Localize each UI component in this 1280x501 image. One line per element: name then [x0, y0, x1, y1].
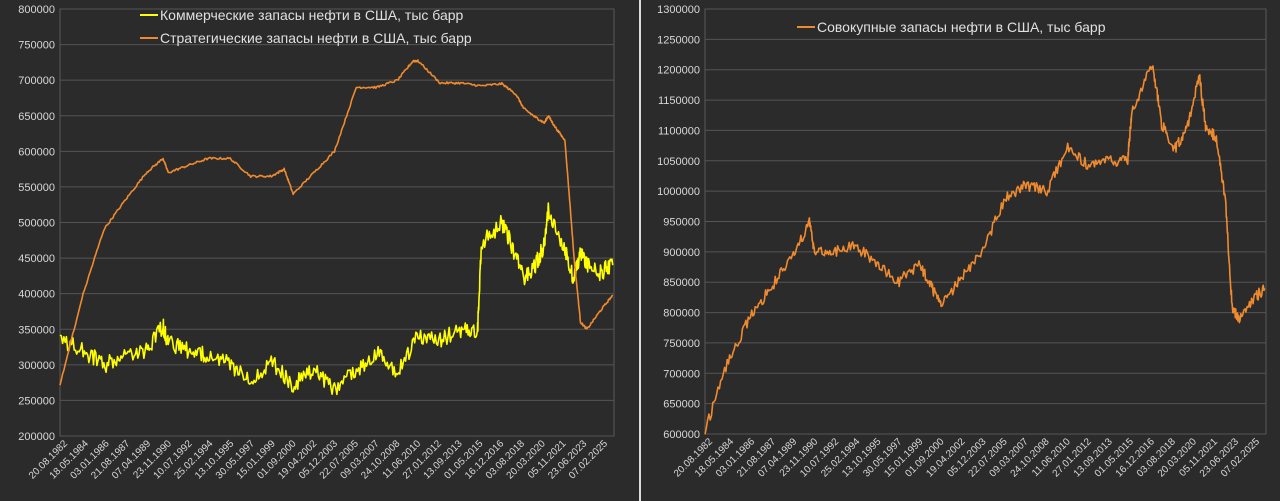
y-tick-label: 750000: [18, 40, 55, 52]
y-tick-label: 850000: [663, 277, 700, 289]
y-tick-label: 200000: [18, 431, 55, 443]
y-tick-label: 1150000: [658, 95, 700, 107]
y-tick-label: 1100000: [658, 125, 700, 137]
y-tick-label: 950000: [663, 217, 700, 229]
series-line: [59, 202, 614, 396]
y-tick-label: 650000: [663, 399, 700, 411]
y-tick-label: 800000: [663, 308, 700, 320]
legend-label: Коммерческие запасы нефти в США, тыс бар…: [160, 7, 464, 23]
y-tick-label: 700000: [663, 368, 700, 380]
y-tick-label: 600000: [663, 429, 700, 441]
y-tick-label: 1000000: [657, 186, 700, 198]
y-tick-label: 500000: [18, 218, 55, 230]
series-line: [704, 65, 1266, 435]
y-tick-label: 250000: [18, 395, 55, 407]
y-tick-label: 1200000: [657, 65, 700, 77]
y-tick-label: 700000: [18, 75, 55, 87]
y-tick-label: 1050000: [657, 156, 700, 168]
y-tick-label: 400000: [18, 289, 55, 301]
y-tick-label: 350000: [18, 324, 55, 336]
y-tick-label: 300000: [18, 360, 55, 372]
y-tick-label: 1300000: [657, 4, 700, 16]
legend-label: Совокупные запасы нефти в США, тыс барр: [817, 19, 1106, 35]
y-tick-label: 650000: [18, 111, 55, 123]
y-tick-label: 800000: [18, 4, 55, 16]
series-line: [59, 59, 614, 386]
y-tick-label: 550000: [18, 182, 55, 194]
y-tick-label: 750000: [663, 338, 700, 350]
legend-label: Стратегические запасы нефти в США, тыс б…: [160, 30, 472, 46]
y-tick-label: 450000: [18, 253, 55, 265]
y-tick-label: 900000: [663, 247, 700, 259]
y-tick-label: 1250000: [657, 34, 700, 46]
y-tick-label: 600000: [18, 146, 55, 158]
